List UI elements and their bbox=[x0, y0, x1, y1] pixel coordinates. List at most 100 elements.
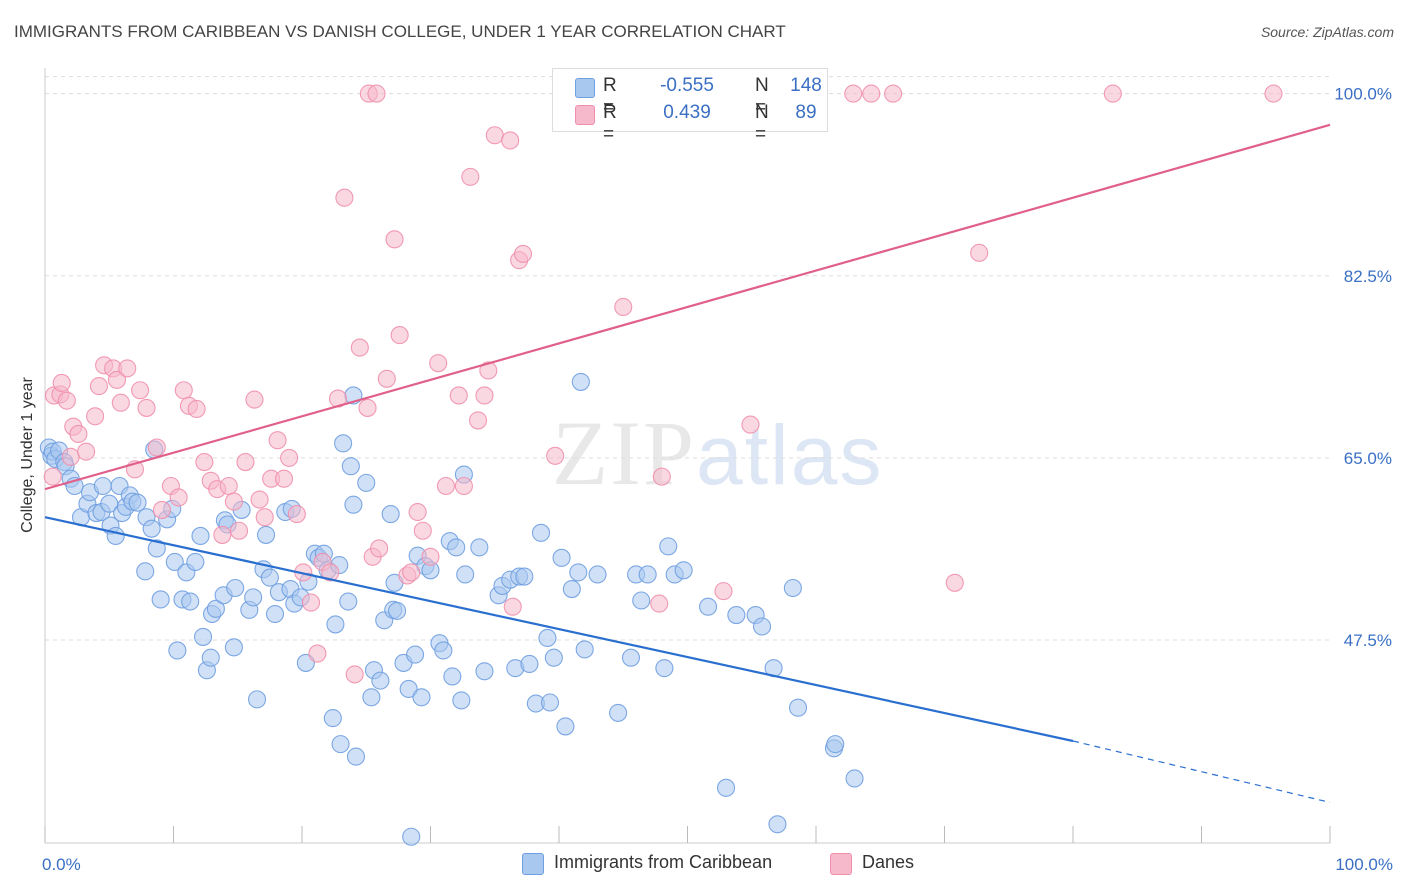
caribbean-point bbox=[399, 679, 418, 699]
danes-point bbox=[370, 539, 389, 558]
caribbean-point bbox=[381, 505, 400, 524]
danes-point bbox=[236, 453, 255, 472]
caribbean-point bbox=[531, 523, 551, 542]
danes-point bbox=[52, 373, 71, 393]
danes-point bbox=[229, 521, 249, 540]
caribbean-point bbox=[520, 654, 539, 674]
danes-point bbox=[385, 230, 404, 249]
caribbean-point bbox=[588, 565, 607, 584]
danes-point bbox=[321, 563, 340, 582]
danes-point bbox=[468, 411, 488, 430]
n-value: 89 bbox=[795, 102, 817, 123]
caribbean-point bbox=[186, 552, 205, 572]
caribbean-point bbox=[544, 648, 563, 667]
caribbean-point bbox=[659, 537, 678, 556]
danes-point bbox=[169, 488, 188, 507]
danes-point bbox=[152, 500, 171, 519]
y-tick-label: 82.5% bbox=[1344, 267, 1392, 286]
danes-point bbox=[187, 399, 206, 419]
danes-point bbox=[614, 297, 633, 317]
caribbean-point bbox=[538, 628, 557, 648]
caribbean-point bbox=[569, 563, 588, 582]
caribbean-point bbox=[788, 698, 808, 717]
caribbean-point bbox=[260, 568, 279, 587]
caribbean-point bbox=[556, 717, 575, 736]
caribbean-point bbox=[752, 617, 772, 636]
caribbean-point bbox=[452, 691, 471, 710]
caribbean-point bbox=[727, 606, 746, 625]
caribbean-point bbox=[406, 645, 425, 664]
caribbean-point bbox=[206, 599, 225, 618]
caribbean-point bbox=[638, 565, 657, 584]
danes-point bbox=[255, 508, 274, 527]
danes-legend-swatch bbox=[830, 853, 852, 875]
y-tick-label: 65.0% bbox=[1344, 449, 1392, 468]
danes-point bbox=[475, 386, 494, 405]
danes-point bbox=[43, 467, 62, 486]
danes-point bbox=[89, 377, 109, 396]
r-value: 0.439 bbox=[663, 102, 711, 123]
danes-point bbox=[862, 84, 881, 103]
caribbean-point bbox=[655, 659, 674, 678]
caribbean-legend-swatch bbox=[522, 853, 544, 875]
n-label: N = bbox=[755, 102, 769, 145]
caribbean-point bbox=[447, 538, 466, 557]
caribbean-point bbox=[845, 769, 864, 788]
caribbean-point bbox=[475, 662, 494, 681]
danes-point bbox=[367, 84, 386, 103]
caribbean-point bbox=[147, 539, 166, 558]
x-tick-label: 0.0% bbox=[42, 855, 81, 874]
danes-point bbox=[345, 665, 364, 684]
danes-point bbox=[390, 326, 409, 345]
danes-point bbox=[546, 446, 565, 465]
caribbean-point bbox=[265, 604, 285, 624]
caribbean-point bbox=[226, 578, 245, 598]
danes-point bbox=[402, 563, 421, 582]
caribbean-point bbox=[142, 519, 161, 538]
caribbean-point bbox=[136, 562, 155, 581]
caribbean-point bbox=[326, 615, 345, 634]
caribbean-point bbox=[674, 561, 693, 580]
caribbean-point bbox=[194, 627, 213, 646]
danes-point bbox=[107, 370, 127, 389]
caribbean-point bbox=[323, 709, 342, 728]
danes-point bbox=[335, 188, 354, 207]
danes-point bbox=[57, 391, 76, 410]
x-tick-label: 100.0% bbox=[1335, 855, 1393, 874]
caribbean-point bbox=[768, 815, 787, 834]
caribbean-point bbox=[201, 648, 220, 667]
danes-point bbox=[224, 492, 243, 511]
legend-label: Danes bbox=[862, 852, 915, 872]
danes-point bbox=[503, 597, 522, 616]
danes-point bbox=[501, 131, 520, 150]
danes-point bbox=[358, 398, 377, 417]
caribbean-point bbox=[256, 525, 276, 544]
danes-point bbox=[301, 593, 321, 612]
danes-point bbox=[280, 448, 299, 467]
caribbean-point bbox=[106, 526, 125, 546]
caribbean-point bbox=[191, 526, 210, 546]
caribbean-point bbox=[434, 641, 453, 660]
caribbean-trend-line bbox=[44, 516, 1074, 743]
caribbean-point bbox=[575, 640, 594, 659]
y-tick-label: 47.5% bbox=[1344, 631, 1392, 650]
caribbean-point bbox=[341, 457, 360, 476]
danes-point bbox=[436, 476, 455, 496]
legend-label: Immigrants from Caribbean bbox=[554, 852, 773, 872]
danes-point bbox=[308, 644, 327, 663]
caribbean-point bbox=[515, 567, 534, 586]
danes-point bbox=[650, 594, 669, 613]
caribbean-point bbox=[388, 601, 407, 620]
caribbean-swatch bbox=[575, 78, 595, 98]
danes-point bbox=[485, 126, 504, 145]
danes-point bbox=[195, 453, 214, 472]
danes-point bbox=[413, 521, 432, 540]
danes-point bbox=[69, 424, 88, 444]
y-tick-label: 100.0% bbox=[1334, 85, 1392, 104]
caribbean-point bbox=[224, 638, 243, 657]
danes-point bbox=[287, 505, 306, 524]
caribbean-point bbox=[540, 693, 560, 712]
caribbean-point bbox=[181, 592, 200, 611]
watermark-atlas: atlas bbox=[696, 408, 884, 502]
